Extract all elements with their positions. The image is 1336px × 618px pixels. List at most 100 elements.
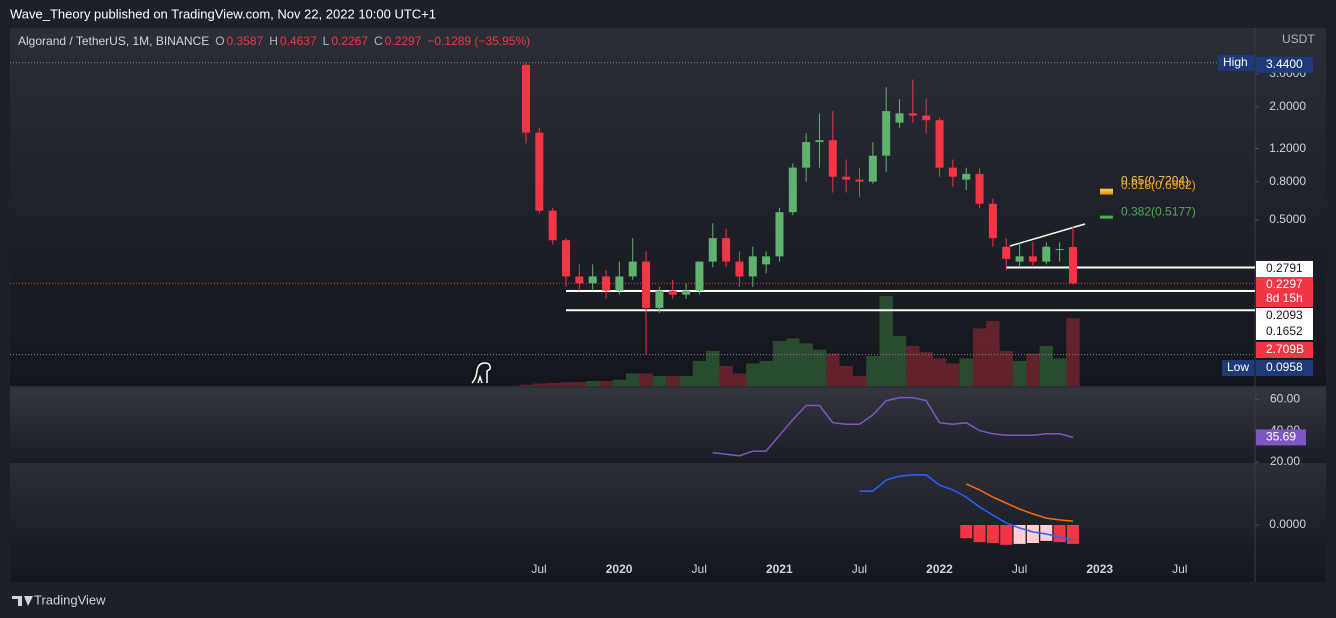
macd-hist-bar	[1026, 525, 1039, 543]
volume-bar	[812, 349, 827, 386]
candle-body	[922, 115, 931, 121]
candle-body	[908, 113, 917, 116]
candle-body	[788, 167, 797, 213]
high-value-bg	[1256, 56, 1313, 73]
volume-bar	[759, 360, 773, 386]
volume-bar	[1012, 360, 1027, 386]
macd-hist-bar	[1053, 525, 1066, 543]
volume-bar	[866, 355, 880, 386]
volume-bar	[546, 382, 560, 386]
last-badge-bg	[1256, 277, 1313, 307]
volume-bar	[799, 343, 813, 386]
volume-bar	[879, 295, 893, 386]
candle-body	[1055, 249, 1064, 251]
y-tick-label: 1.2000	[1269, 141, 1306, 155]
publisher: Wave_Theory published on TradingView.com…	[10, 6, 436, 21]
tv-logo	[12, 596, 33, 606]
volume-bar	[519, 384, 533, 386]
volume-bar	[999, 350, 1013, 386]
legend: Algorand / TetherUS, 1M, BINANCE O 0.3587 H…	[18, 34, 530, 48]
candle-body	[735, 261, 744, 277]
macd-pane	[10, 465, 1326, 582]
candle-body	[775, 212, 784, 257]
macd-line	[965, 483, 1073, 522]
volume-bar	[639, 373, 653, 386]
candle-body	[628, 261, 637, 277]
candle-body	[935, 120, 944, 168]
candle-body	[868, 155, 877, 182]
macd-hist-bar	[1013, 525, 1026, 544]
rsi-badge-bg	[1256, 429, 1306, 446]
x-tick-label: Jul	[852, 562, 867, 576]
legend-l: 0.2267	[331, 34, 368, 48]
low-value: 0.0958	[1266, 360, 1303, 374]
candle-body	[708, 238, 717, 262]
brand: TradingView	[34, 592, 106, 607]
legend-change: −0.1289 (−35.95%)	[427, 34, 530, 48]
level-label-bg	[1256, 324, 1313, 340]
macd-hist-bar	[1000, 525, 1013, 545]
macd-hist-bar	[986, 525, 999, 543]
candle-body	[655, 290, 664, 308]
dino-icon	[471, 362, 491, 384]
volume-bar	[906, 345, 920, 386]
low-tag: Low	[1227, 360, 1249, 374]
candle-body	[882, 111, 891, 156]
candle-body	[548, 210, 557, 241]
x-tick-label: 2022	[926, 562, 953, 576]
volume-bar	[612, 379, 627, 386]
candle-body	[988, 203, 997, 239]
candle-body	[962, 173, 971, 180]
legend-o: 0.3587	[227, 34, 264, 48]
volume-bar	[1026, 353, 1040, 386]
volume-bar	[746, 363, 760, 386]
level-label-bg	[1256, 308, 1313, 324]
candle-body	[668, 290, 677, 295]
volume-bar	[772, 340, 787, 386]
candle-body	[1028, 256, 1037, 262]
candle-body	[802, 142, 811, 168]
volume-bar	[586, 380, 600, 386]
rsi-pane	[10, 388, 1326, 463]
countdown: 8d 15h	[1266, 291, 1303, 305]
candle-body	[975, 173, 984, 204]
volume-bar	[679, 375, 693, 386]
y-tick-label: 0.8000	[1269, 174, 1306, 188]
volume-bar	[719, 365, 733, 386]
volume-label-bg	[1256, 342, 1313, 358]
fib-label: 0.65(0.7204)	[1121, 173, 1189, 187]
rsi-badge: 35.69	[1266, 430, 1296, 444]
macd-hist-bar	[973, 525, 986, 543]
volume-bar	[1052, 358, 1067, 386]
volume-bar	[652, 375, 667, 386]
low-tag-bg	[1222, 360, 1254, 376]
candle-body	[855, 179, 864, 182]
volume-label: 2.709B	[1266, 342, 1304, 356]
volume-bar	[892, 335, 907, 386]
legend-l-label: L	[323, 34, 330, 48]
level-label: 0.1652	[1266, 324, 1303, 338]
volume-bar	[692, 360, 707, 386]
low-value-bg	[1256, 360, 1313, 376]
legend-c: 0.2297	[385, 34, 422, 48]
legend-h: 0.4637	[280, 34, 317, 48]
candle-body	[682, 290, 691, 295]
candle-body	[1042, 246, 1051, 262]
legend-h-label: H	[269, 34, 278, 48]
volume-bar	[666, 375, 680, 386]
macd-hist-bar	[1066, 525, 1079, 544]
x-tick-label: 2020	[606, 562, 633, 576]
volume-bar	[839, 365, 853, 386]
y-tick-label: 20.00	[1270, 454, 1300, 468]
level-label: 0.2791	[1266, 261, 1303, 275]
macd-hist-bar	[1040, 525, 1053, 541]
candle-body	[522, 64, 530, 133]
volume-bar	[946, 363, 960, 386]
candle-body	[815, 140, 824, 143]
volume-bar	[1066, 318, 1080, 386]
candle-body	[828, 140, 837, 177]
volume-bar	[932, 358, 947, 386]
x-tick-label: Jul	[531, 562, 546, 576]
candle-body	[842, 176, 851, 180]
